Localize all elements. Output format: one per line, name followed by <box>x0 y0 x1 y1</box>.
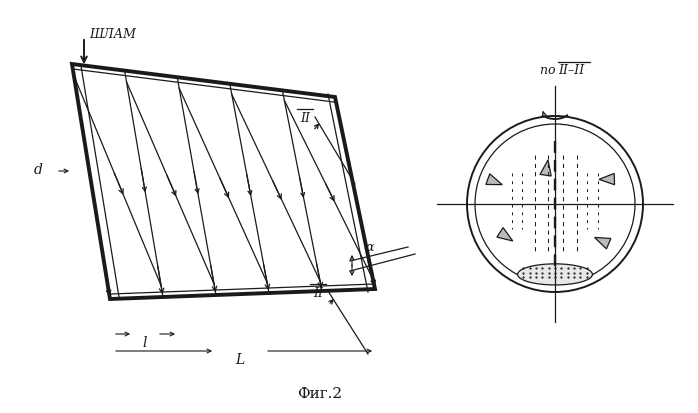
Polygon shape <box>497 228 513 241</box>
Text: α: α <box>366 241 374 254</box>
Text: L: L <box>235 352 244 366</box>
Polygon shape <box>486 174 502 185</box>
Text: ШЛАМ: ШЛАМ <box>89 28 136 41</box>
Ellipse shape <box>518 264 593 285</box>
Text: по: по <box>540 64 560 77</box>
Text: d: d <box>34 163 43 177</box>
Text: Фиг.2: Фиг.2 <box>297 386 343 400</box>
Text: II: II <box>300 112 310 125</box>
Polygon shape <box>595 238 611 249</box>
Text: II–II: II–II <box>558 64 584 77</box>
Polygon shape <box>599 174 614 185</box>
Text: l: l <box>143 335 147 349</box>
Polygon shape <box>540 161 551 177</box>
Text: II: II <box>313 286 323 299</box>
